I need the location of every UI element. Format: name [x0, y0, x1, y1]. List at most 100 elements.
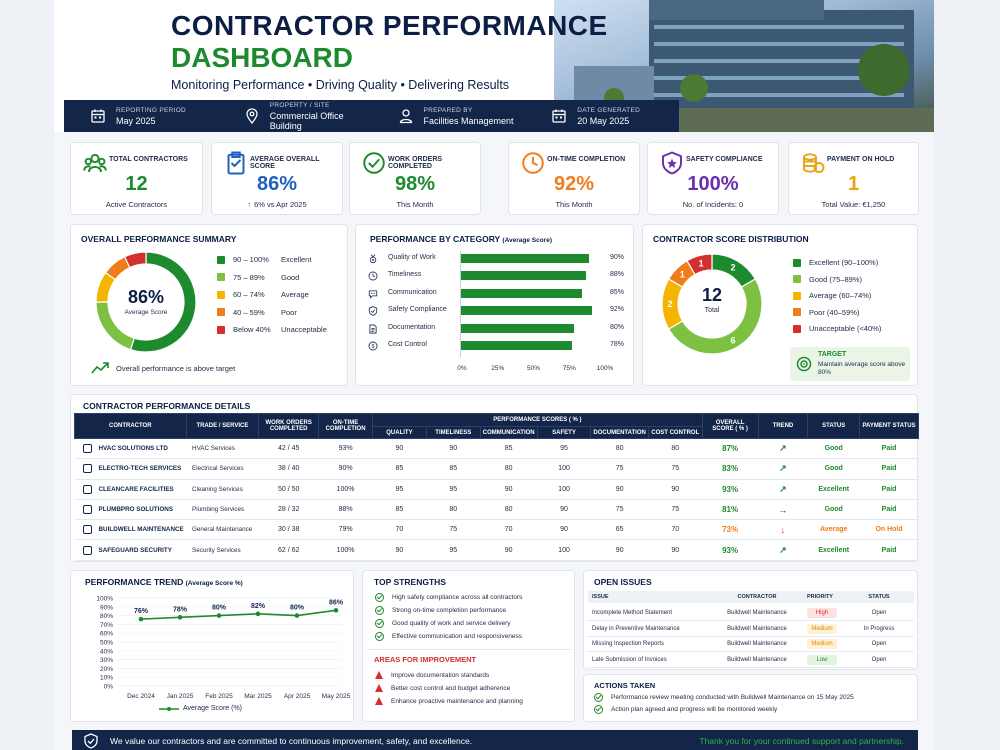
x-tick-label: 100% — [596, 365, 614, 372]
trend-point — [138, 616, 144, 622]
info-label: PREPARED BY — [423, 106, 473, 114]
legend-label: Excellent (90–100%) — [809, 258, 879, 267]
strength-item: High safety compliance across all contra… — [375, 593, 522, 602]
category-performance-card: PERFORMANCE BY CATEGORY (Average Score) … — [355, 224, 634, 386]
info-label: REPORTING PERIOD — [116, 106, 187, 114]
coins-icon — [803, 153, 825, 173]
score-cell: 90 — [537, 519, 591, 541]
kpi-subtext-value: No. of Incidents: 0 — [682, 200, 744, 209]
slice-count-label: 1 — [699, 258, 704, 268]
legend-swatch — [217, 308, 225, 316]
contractor-name: HVAC SOLUTIONS LTD — [98, 445, 168, 453]
kpi-card: ON-TIME COMPLETION 92% This Month — [508, 142, 640, 215]
action-text: Action plan agreed and progress will be … — [611, 706, 778, 713]
col-header-score: QUALITY — [372, 426, 427, 439]
score-cell: 75 — [590, 499, 649, 521]
issue-contractor: Buildwell Maintenance — [727, 625, 787, 632]
user-icon — [399, 109, 412, 124]
col-header-status: STATUS — [807, 413, 861, 439]
on-time-cell: 100% — [318, 479, 373, 500]
kpi-card: PAYMENT ON HOLD 1 Total Value: €1,250 — [788, 142, 919, 215]
x-tick-label: 0% — [457, 365, 467, 372]
score-cell: 90 — [372, 539, 427, 561]
score-cell: 90 — [426, 438, 481, 460]
table-row[interactable]: SAFEGUARD SECURITY Security Services 62 / … — [74, 539, 919, 561]
issue-status: Open — [871, 656, 887, 663]
check-icon — [375, 593, 384, 602]
trend-point-label: 86% — [329, 599, 344, 606]
info-text: DATE GENERATED 20 May 2025 — [577, 107, 640, 126]
trade-cell: HVAC Services — [186, 438, 259, 460]
category-label: Cost Control — [388, 341, 427, 348]
col-header-on-time: ON-TIME COMPLETION — [318, 413, 374, 439]
legend-item: 90 – 100% Excellent — [217, 255, 311, 264]
trend-up-icon — [91, 362, 109, 374]
wrench-icon — [82, 505, 92, 515]
kpi-subtext: Active Contractors — [71, 200, 202, 209]
table-row[interactable]: CLEANCARE FACILITIES Cleaning Services 50 … — [74, 479, 919, 500]
issue-row[interactable]: Missing Inspection Reports Buildwell Main… — [588, 637, 914, 652]
score-cell: 65 — [590, 519, 649, 541]
overall-score-cell: 81% — [702, 499, 758, 521]
kpi-label: WORK ORDERS COMPLETED — [388, 156, 443, 170]
shield-icon — [82, 545, 92, 555]
overall-score-cell: 87% — [702, 438, 758, 460]
info-value: May 2025 — [116, 115, 156, 126]
warning-icon — [375, 684, 383, 692]
donut-slice — [667, 278, 763, 355]
strengths-card: TOP STRENGTHS AREAS FOR IMPROVEMENT High… — [362, 570, 575, 722]
legend-swatch — [217, 325, 225, 334]
check-icon — [375, 632, 384, 641]
trend-point-label: 76% — [134, 608, 149, 615]
kpi-value: 1 — [847, 173, 860, 195]
info-value: Commercial Office Building — [269, 110, 344, 131]
section-title: OPEN ISSUES — [594, 577, 652, 587]
dashboard-content: TOTAL CONTRACTORS 12 Active Contractors AVE… — [54, 132, 934, 750]
category-label: Documentation — [388, 323, 436, 331]
col-header-score: COMMUNICATION — [479, 426, 538, 439]
table-row[interactable]: HVAC SOLUTIONS LTD HVAC Services 42 / 45 93… — [74, 438, 919, 460]
category-title: PERFORMANCE BY CATEGORY — [370, 234, 501, 244]
issue-row[interactable]: Incomplete Method Statement Buildwell Mai… — [588, 606, 914, 621]
trend-point-label: 80% — [212, 605, 227, 612]
score-cell: 95 — [372, 479, 427, 500]
report-info-bar: REPORTING PERIOD May 2025 PROPERTY / SITE C… — [64, 100, 679, 132]
score-cell: 70 — [372, 519, 427, 541]
category-value-label: 92% — [610, 306, 625, 314]
issue-row[interactable]: Delay in Preventive Maintenance Buildwell… — [588, 622, 914, 637]
priority-badge: Medium — [807, 639, 837, 649]
legend-item: 40 – 59% Poor — [217, 308, 297, 317]
kpi-label: PAYMENT ON HOLD — [827, 156, 895, 163]
legend-label: Excellent — [281, 255, 312, 264]
kpi-card: WORK ORDERS COMPLETED 98% This Month — [349, 142, 481, 215]
table-row[interactable]: BUILDWELL MAINTENANCE General Maintenance… — [74, 519, 919, 541]
col-header-score: COST CONTROL — [647, 426, 703, 439]
section-title: CONTRACTOR PERFORMANCE DETAILS — [83, 401, 251, 411]
issue-text: Missing Inspection Reports — [592, 641, 665, 647]
kpi-subtext-value: This Month — [396, 200, 434, 209]
on-time-cell: 90% — [318, 458, 373, 480]
issue-text: Late Submission of Invoices — [592, 656, 667, 663]
x-tick-label: 75% — [562, 365, 576, 372]
toolbox-icon — [82, 525, 92, 535]
legend-label: Average (60–74%) — [809, 291, 872, 300]
strength-text: High safety compliance across all contra… — [392, 594, 523, 601]
table-row[interactable]: ELECTRO-TECH SERVICES Electrical Services… — [74, 458, 919, 480]
dashboard-subtitle: Monitoring Performance • Driving Quality… — [171, 78, 510, 92]
score-cell: 95 — [426, 479, 481, 500]
category-label: Safety Compliance — [388, 306, 447, 314]
score-cell: 80 — [590, 438, 649, 460]
status-cell: Excellent — [807, 479, 860, 500]
work-orders-cell: 50 / 50 — [258, 479, 319, 500]
issue-row[interactable]: Late Submission of Invoices Buildwell Mai… — [588, 653, 914, 668]
legend-range: 60 – 74% — [233, 290, 265, 299]
svg-text:$: $ — [372, 344, 375, 350]
issue-status: In Progress — [863, 625, 895, 632]
legend-label: Poor — [281, 307, 297, 317]
contractor-name: CLEANCARE FACILITIES — [98, 485, 174, 493]
trend-line — [140, 609, 337, 620]
payment-status-cell: Paid — [859, 499, 919, 521]
issue-text: Delay in Preventive Maintenance — [592, 625, 680, 632]
legend-item: Unacceptable (<40%) — [793, 324, 881, 333]
table-row[interactable]: PLUMBPRO SOLUTIONS Plumbing Services 28 / … — [74, 499, 919, 521]
